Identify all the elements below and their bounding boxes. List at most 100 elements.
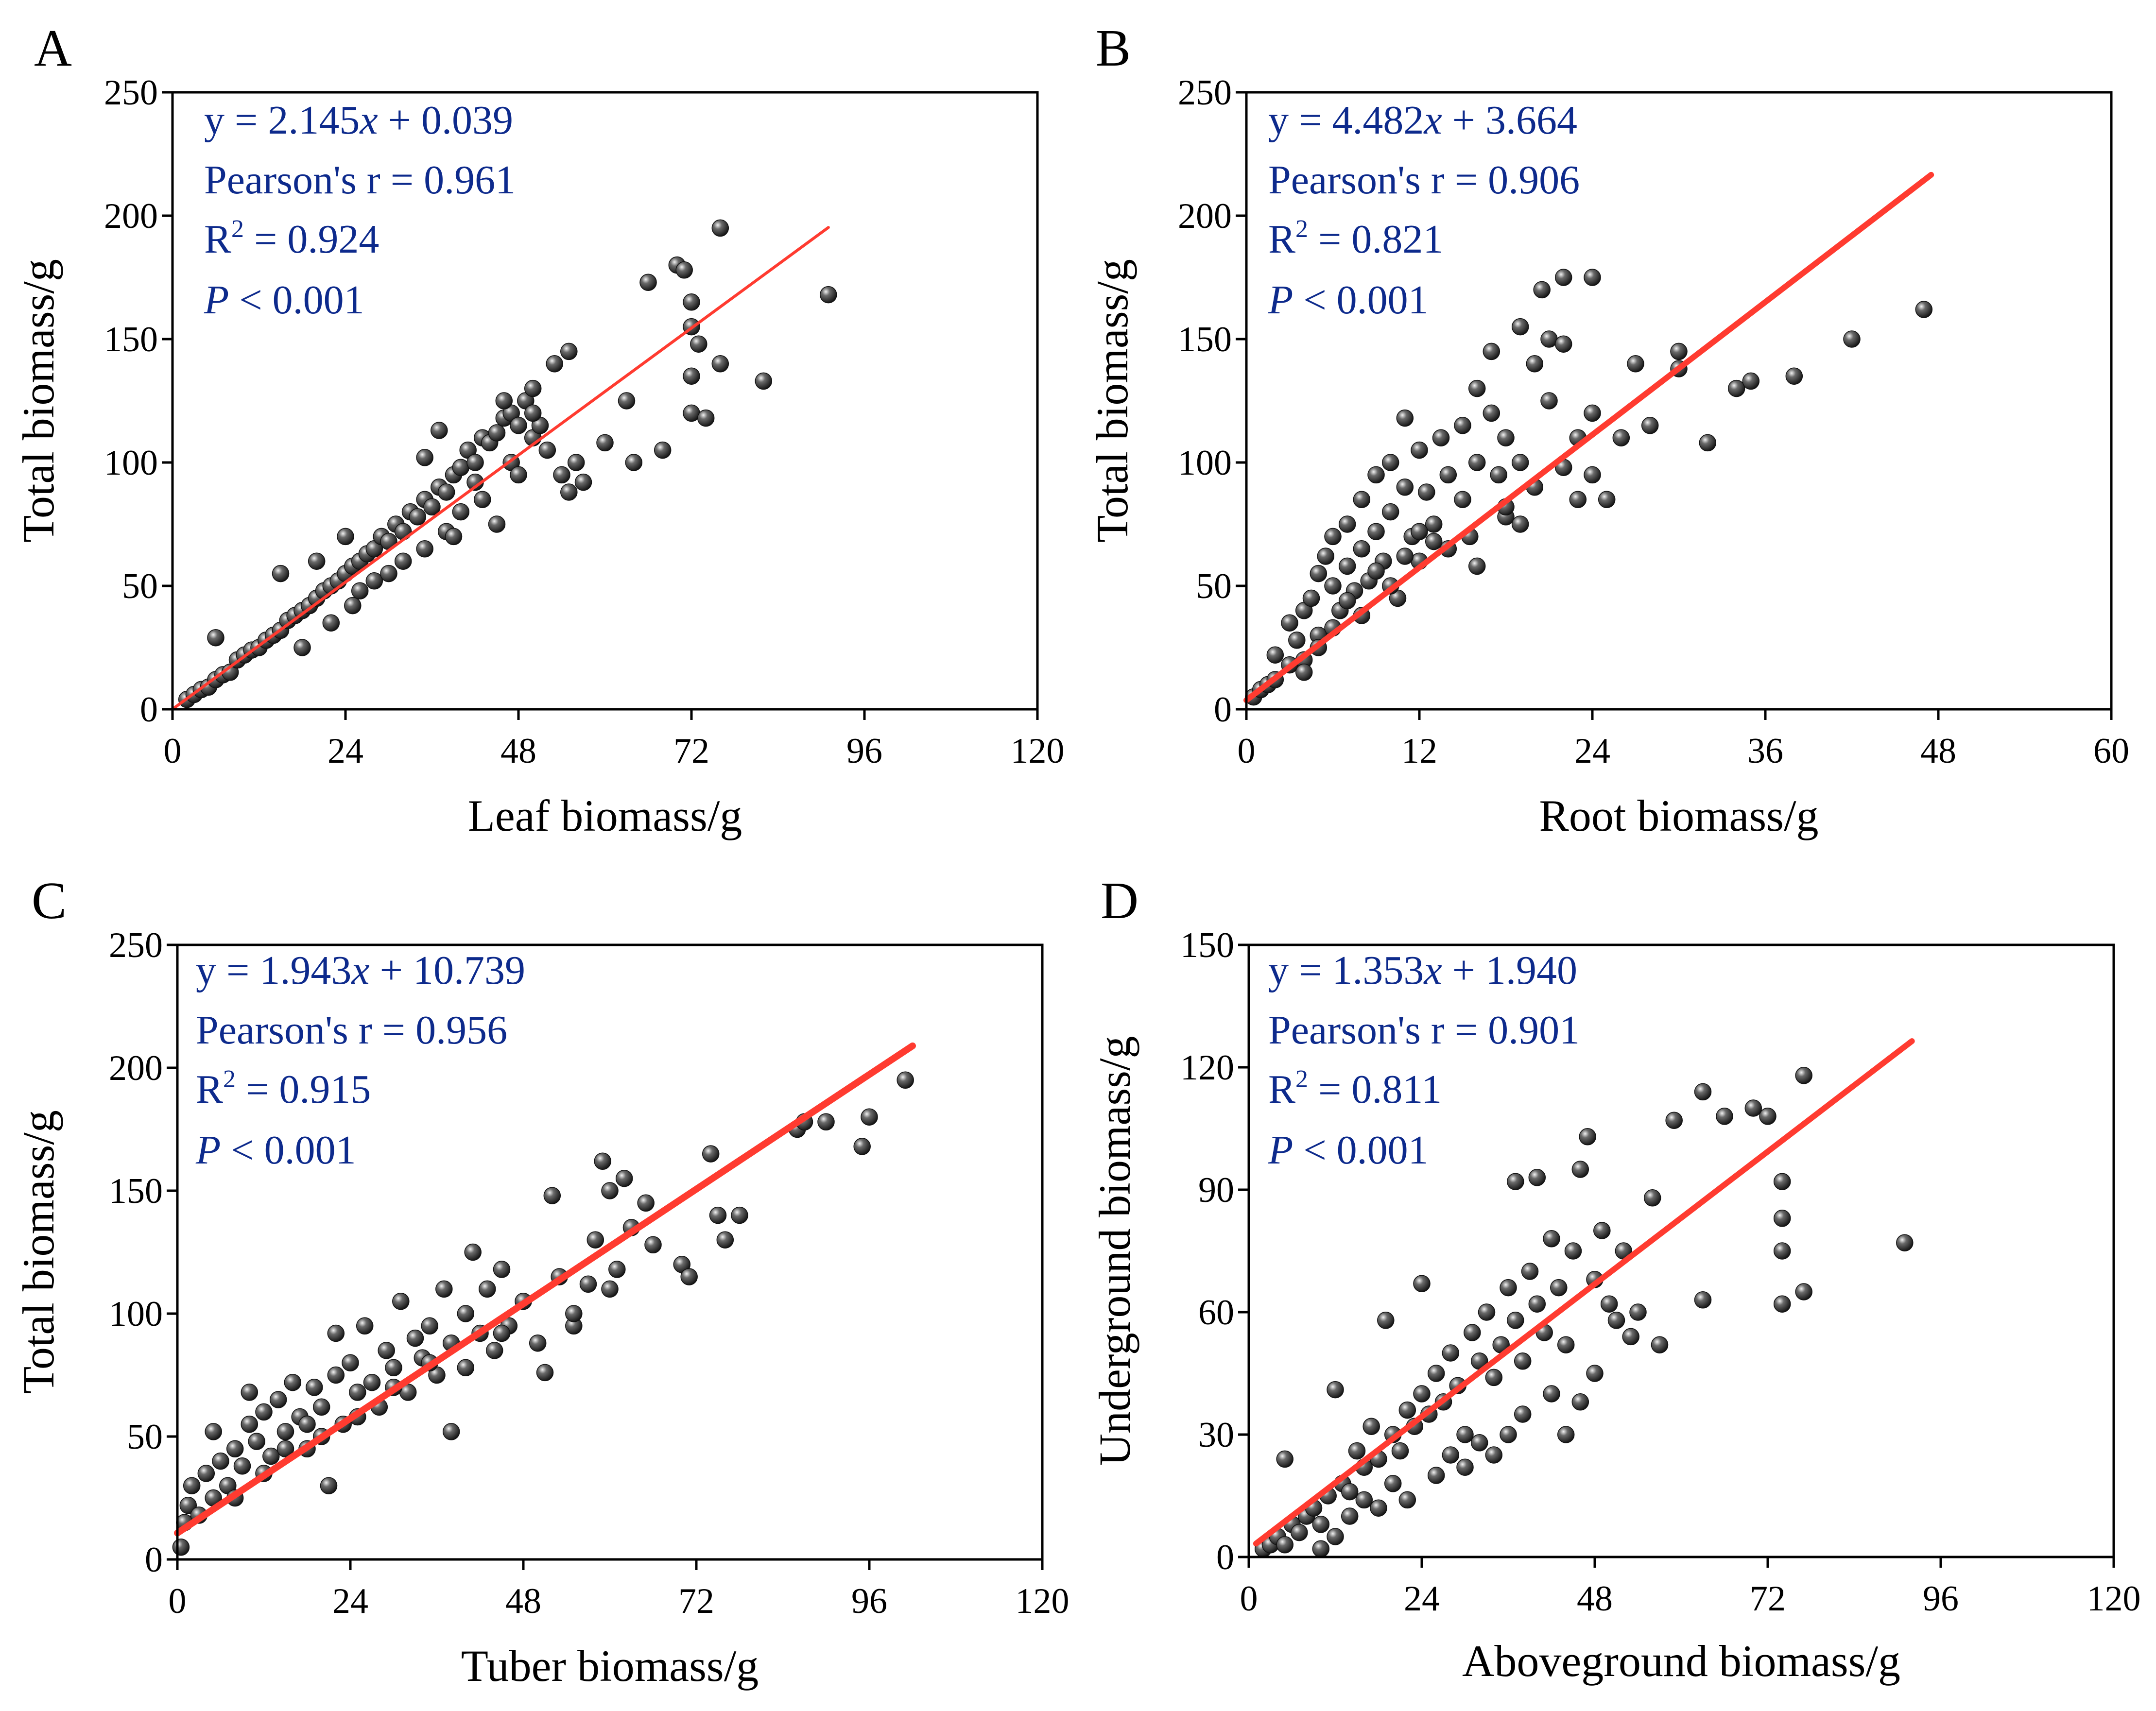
data-point (416, 540, 433, 558)
x-tick-label: 48 (1577, 1579, 1613, 1619)
data-point (1338, 515, 1356, 533)
data-point (1302, 589, 1320, 607)
data-point (1593, 1222, 1611, 1239)
regression-line (1243, 171, 1934, 703)
data-point (702, 1145, 720, 1163)
plot-frame (176, 943, 1044, 1561)
data-point (327, 1324, 345, 1342)
data-point (1281, 614, 1298, 632)
data-point (327, 1366, 345, 1384)
x-tick-label: 120 (1016, 1581, 1069, 1621)
x-axis: 0 24 48 72 96 120 (164, 709, 1065, 771)
data-point (586, 1231, 604, 1249)
data-point (536, 1364, 554, 1382)
data-point (1468, 379, 1486, 397)
panel-a: A 0 50 100 150 200 250 0 24 48 72 96 120 Leaf biom… (14, 19, 1065, 840)
data-point (1795, 1283, 1812, 1300)
data-point (1564, 1242, 1582, 1260)
data-point (1507, 1173, 1524, 1190)
y-tick-label: 150 (1180, 925, 1234, 965)
data-point (1391, 1442, 1409, 1460)
data-point (437, 483, 455, 501)
data-point (1454, 417, 1471, 434)
data-point (716, 1231, 734, 1249)
y-tick-label: 200 (104, 196, 158, 236)
data-point (416, 449, 433, 466)
data-point (457, 1359, 475, 1377)
y-tick-label: 100 (104, 443, 158, 483)
data-point (1521, 1263, 1539, 1280)
data-point (543, 1187, 561, 1204)
y-tick-label: 0 (1214, 690, 1232, 730)
data-point (1485, 1369, 1503, 1386)
data-point (226, 1440, 244, 1458)
y-tick-label: 50 (127, 1417, 163, 1457)
data-point (1507, 1312, 1524, 1329)
data-point (1454, 491, 1471, 508)
data-point (697, 409, 715, 427)
regression-line (174, 1042, 916, 1537)
data-point (255, 1403, 273, 1421)
y-tick-label: 200 (109, 1048, 163, 1088)
data-point (683, 404, 700, 422)
data-point (394, 552, 412, 570)
plot-area (1253, 1038, 1915, 1557)
data-point (1427, 1365, 1445, 1382)
data-point (1716, 1108, 1733, 1125)
x-tick-label: 120 (1011, 731, 1065, 771)
data-point (1418, 483, 1435, 501)
data-point (596, 434, 614, 452)
y-tick-label: 250 (1178, 73, 1232, 113)
data-point (637, 1194, 655, 1212)
data-point (565, 1305, 583, 1322)
data-point (1557, 1426, 1575, 1443)
y-axis: 0 30 60 90 120 150 (1180, 925, 1249, 1577)
data-point (1348, 1442, 1366, 1460)
data-point (1411, 523, 1428, 540)
r-squared: R2 = 0.811 (1268, 1065, 1442, 1112)
data-point (349, 1384, 366, 1401)
data-point (1485, 1446, 1503, 1464)
data-point (488, 424, 506, 442)
regression-line (171, 226, 830, 711)
data-point (1483, 404, 1501, 422)
data-point (546, 355, 563, 373)
x-tick-label: 0 (1238, 731, 1256, 771)
data-point (510, 417, 527, 434)
y-tick-label: 150 (104, 320, 158, 359)
data-point (1699, 434, 1717, 452)
data-point (560, 342, 578, 360)
data-point (1584, 466, 1601, 484)
data-point (363, 1373, 381, 1391)
data-point (423, 498, 441, 516)
data-point (495, 392, 513, 410)
data-point (594, 1152, 611, 1170)
data-point (553, 466, 570, 484)
x-tick-label: 72 (678, 1581, 714, 1621)
y-tick-label: 200 (1178, 196, 1232, 236)
data-point (1317, 548, 1334, 565)
y-tick-label: 0 (140, 690, 158, 730)
data-point (262, 1447, 280, 1465)
data-point (615, 1169, 633, 1187)
y-axis-title: Underground biomass/g (1090, 1036, 1139, 1466)
x-tick-label: 72 (673, 731, 709, 771)
fit-annotation: y = 4.482x + 3.664 Pearson's r = 0.906 R… (1268, 98, 1580, 323)
y-axis-title: Total biomass/g (14, 259, 63, 543)
data-point (1795, 1067, 1812, 1084)
data-point (1727, 379, 1745, 397)
panel-letter: B (1096, 19, 1131, 77)
data-point (385, 1359, 402, 1377)
x-tick-label: 12 (1401, 731, 1437, 771)
y-tick-label: 0 (145, 1540, 163, 1580)
data-point (1338, 592, 1356, 610)
data-point (608, 1261, 626, 1278)
y-axis-title: Total biomass/g (14, 1110, 63, 1394)
data-point (897, 1071, 914, 1089)
x-tick-label: 0 (169, 1581, 187, 1621)
data-point (1759, 1108, 1777, 1125)
data-point (1600, 1295, 1618, 1313)
data-point (1324, 577, 1342, 595)
data-point (474, 491, 491, 508)
data-point (183, 1477, 201, 1494)
